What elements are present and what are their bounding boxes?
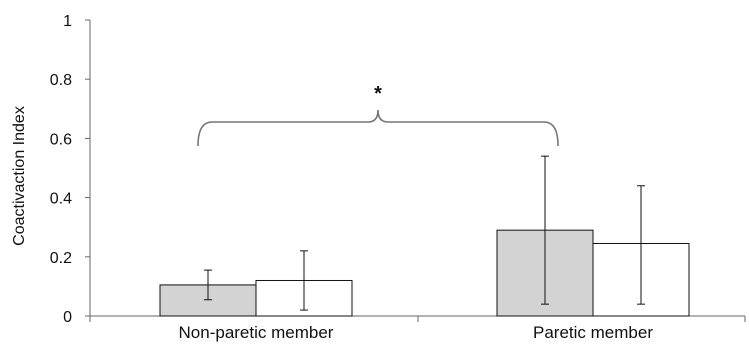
category-label-1: Non-paretic member [179, 323, 334, 342]
y-axis-title: Coactivaction Index [11, 106, 28, 246]
y-tick-label: 0.6 [50, 131, 72, 148]
y-tick-label: 0 [63, 309, 72, 326]
category-label-2: Paretic member [533, 323, 653, 342]
y-tick-label: 0.4 [50, 191, 72, 208]
y-tick-label: 0.8 [50, 72, 72, 89]
y-tick-label: 1 [63, 13, 72, 30]
y-tick-label: 0.2 [50, 250, 72, 267]
labels: 0 0.2 0.4 0.6 0.8 1 Coactivaction Index Non-par… [11, 13, 653, 342]
error-bars [204, 155, 645, 311]
significance-asterisk: * [374, 83, 382, 105]
bars [159, 229, 690, 317]
significance-brace [197, 109, 559, 147]
